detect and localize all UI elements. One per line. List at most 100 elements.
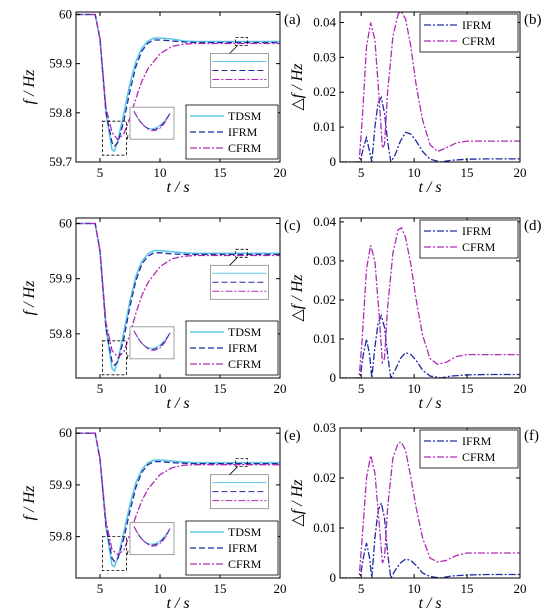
x-tick-label: 5 xyxy=(97,581,104,596)
legend-entry: CFRM xyxy=(228,557,262,571)
zoom-arrow xyxy=(229,466,238,475)
legend-entry: CFRM xyxy=(462,450,496,464)
panel-label: (e) xyxy=(284,428,301,444)
y-tick-label: 0.01 xyxy=(313,119,336,134)
series-e-cfrm xyxy=(76,432,280,556)
y-tick-label: 59.8 xyxy=(49,105,72,120)
inset-curve xyxy=(133,526,171,547)
x-tick-label: 20 xyxy=(274,381,287,396)
chart-f: 5 10 15 20 0 0.01 0.02 0.03 t / s △f / Hz (f) IFRM C… xyxy=(289,420,539,612)
x-tick-label: 15 xyxy=(214,581,227,596)
y-tick-label: 60 xyxy=(59,6,72,21)
legend-entry: TDSM xyxy=(228,325,262,339)
y-tick-label: 60 xyxy=(59,425,72,440)
legend-entry: CFRM xyxy=(462,34,496,48)
y-tick-label: 59.8 xyxy=(49,326,72,341)
x-tick-label: 10 xyxy=(154,381,167,396)
inset-frame xyxy=(129,522,175,556)
y-tick-label: 59.7 xyxy=(49,154,72,169)
zoom-region-steady xyxy=(235,458,249,468)
plot-frame-a xyxy=(75,11,281,163)
y-tick-label: 0 xyxy=(330,370,337,385)
x-tick-label: 10 xyxy=(154,581,167,596)
x-tick-label: 5 xyxy=(97,165,104,180)
zoom-arrow xyxy=(229,257,238,266)
legend-b: IFRM CFRM xyxy=(419,13,519,53)
x-tick-label: 20 xyxy=(514,165,527,180)
inset-steady xyxy=(209,53,269,88)
legend-entry: IFRM xyxy=(228,125,258,139)
x-tick-label: 10 xyxy=(408,581,421,596)
panel-label: (d) xyxy=(524,218,542,234)
y-tick-label: 0.03 xyxy=(313,49,336,64)
chart-e: 5 10 15 20 59.8 59.9 60 t / s f / Hz (e) TDSM IFRM C… xyxy=(21,425,301,612)
x-tick-label: 15 xyxy=(461,581,474,596)
x-tick-label: 5 xyxy=(358,381,365,396)
inset-curve xyxy=(133,330,171,351)
legend-entry: TDSM xyxy=(228,525,262,539)
chart-b: 5 10 15 20 0 0.01 0.02 0.03 0.04 t / s △f / Hz (b) I… xyxy=(289,11,542,196)
x-axis-label: t / s xyxy=(166,595,189,612)
inset-curve xyxy=(133,330,171,350)
inset-curve xyxy=(133,110,171,132)
legend-entry: IFRM xyxy=(462,434,492,448)
y-axis-label: f / Hz xyxy=(21,280,38,315)
x-axis-label: t / s xyxy=(418,179,441,196)
inset-nadir xyxy=(129,326,175,360)
x-tick-label: 10 xyxy=(408,381,421,396)
x-axis-label: t / s xyxy=(418,595,441,612)
series-c-ifrm xyxy=(76,222,280,367)
series-f-ifrm xyxy=(340,500,520,578)
y-tick-label: 0.03 xyxy=(313,420,336,435)
y-axis-label: f / Hz xyxy=(21,485,38,520)
legend-a: TDSM IFRM CFRM xyxy=(185,104,279,160)
inset-nadir xyxy=(129,106,175,140)
zoom-arrow xyxy=(229,45,238,54)
x-tick-label: 20 xyxy=(514,381,527,396)
x-tick-label: 5 xyxy=(97,381,104,396)
series-e-ifrm xyxy=(76,432,280,563)
x-tick-label: 20 xyxy=(274,165,287,180)
y-tick-label: 0.01 xyxy=(313,331,336,346)
y-axis-label: △f / Hz xyxy=(289,479,306,527)
zoom-region-nadir xyxy=(102,120,127,156)
plot-frame-f xyxy=(339,427,521,579)
x-tick-label: 10 xyxy=(154,165,167,180)
x-tick-label: 15 xyxy=(461,381,474,396)
series-a-cfrm xyxy=(76,13,280,141)
series-d-cfrm xyxy=(340,226,520,378)
panel-label: (c) xyxy=(284,218,301,234)
x-tick-label: 20 xyxy=(514,581,527,596)
plot-frame-c xyxy=(75,217,281,379)
y-tick-label: 0.03 xyxy=(313,253,336,268)
inset-frame xyxy=(129,106,175,140)
y-tick-label: 59.9 xyxy=(49,56,72,71)
zoom-region-nadir xyxy=(102,340,127,376)
panel-label: (a) xyxy=(284,12,301,28)
legend-entry: IFRM xyxy=(228,341,258,355)
series-f-cfrm xyxy=(340,441,520,578)
x-tick-label: 15 xyxy=(214,165,227,180)
y-tick-label: 0.04 xyxy=(313,214,336,229)
inset-steady xyxy=(209,264,269,300)
series-a-ifrm xyxy=(76,13,280,148)
zoom-region-steady xyxy=(235,248,249,258)
zoom-arrow xyxy=(127,135,129,140)
plot-frame-e xyxy=(75,427,281,579)
series-c-tdsm xyxy=(76,222,280,373)
x-axis-label: t / s xyxy=(418,395,441,412)
zoom-arrow xyxy=(127,354,129,359)
y-axis-label: △f / Hz xyxy=(289,63,306,111)
legend-f: IFRM CFRM xyxy=(419,429,519,469)
series-d-ifrm xyxy=(340,313,520,378)
legend-d: IFRM CFRM xyxy=(419,219,519,259)
chart-d: 5 10 15 20 0 0.01 0.02 0.03 0.04 t / s △f / Hz (d) I… xyxy=(289,214,542,412)
y-axis-label: f / Hz xyxy=(21,69,38,104)
y-tick-label: 0.02 xyxy=(313,292,336,307)
y-tick-label: 60 xyxy=(59,216,72,231)
y-tick-label: 0 xyxy=(330,570,337,585)
chart-a: 5 10 15 20 59.7 59.8 59.9 60 t / s f / Hz (a) TDSM I… xyxy=(21,6,301,196)
zoom-arrow xyxy=(127,550,129,555)
inset-steady xyxy=(209,474,269,510)
inset-curve xyxy=(133,110,171,131)
